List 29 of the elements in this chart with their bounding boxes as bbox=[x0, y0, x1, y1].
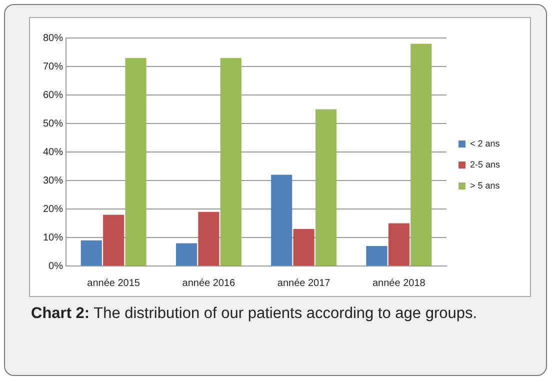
bar bbox=[176, 243, 198, 266]
y-tick-label: 60% bbox=[43, 90, 64, 101]
legend-label: < 2 ans bbox=[470, 138, 500, 148]
y-tick-label: 30% bbox=[43, 175, 64, 186]
bar bbox=[198, 212, 220, 266]
legend-label: 2-5 ans bbox=[470, 159, 500, 170]
y-tick-label: 40% bbox=[43, 146, 64, 158]
bar bbox=[410, 44, 432, 266]
bar bbox=[103, 214, 124, 266]
bar bbox=[271, 174, 292, 266]
legend-label: > 5 ans bbox=[470, 180, 500, 190]
y-tick-label: 20% bbox=[43, 204, 64, 215]
bar bbox=[366, 246, 388, 266]
bar bbox=[220, 58, 242, 266]
y-tick-label: 50% bbox=[43, 118, 64, 130]
y-tick-label: 0% bbox=[48, 260, 64, 272]
x-tick-label: année 2018 bbox=[372, 278, 426, 289]
caption: Chart 2: The distribution of our patients according to age groups. bbox=[31, 304, 478, 324]
bar bbox=[125, 58, 146, 266]
bar bbox=[388, 223, 410, 266]
y-tick-label: 10% bbox=[43, 232, 64, 244]
bar bbox=[293, 228, 314, 266]
y-tick-label: 80% bbox=[43, 32, 64, 44]
x-tick-label: année 2015 bbox=[87, 278, 140, 289]
x-tick-label: année 2017 bbox=[277, 278, 331, 289]
x-tick-label: année 2016 bbox=[182, 278, 236, 289]
bar bbox=[315, 109, 337, 266]
y-tick-label: 70% bbox=[43, 61, 64, 72]
bar bbox=[80, 240, 102, 266]
